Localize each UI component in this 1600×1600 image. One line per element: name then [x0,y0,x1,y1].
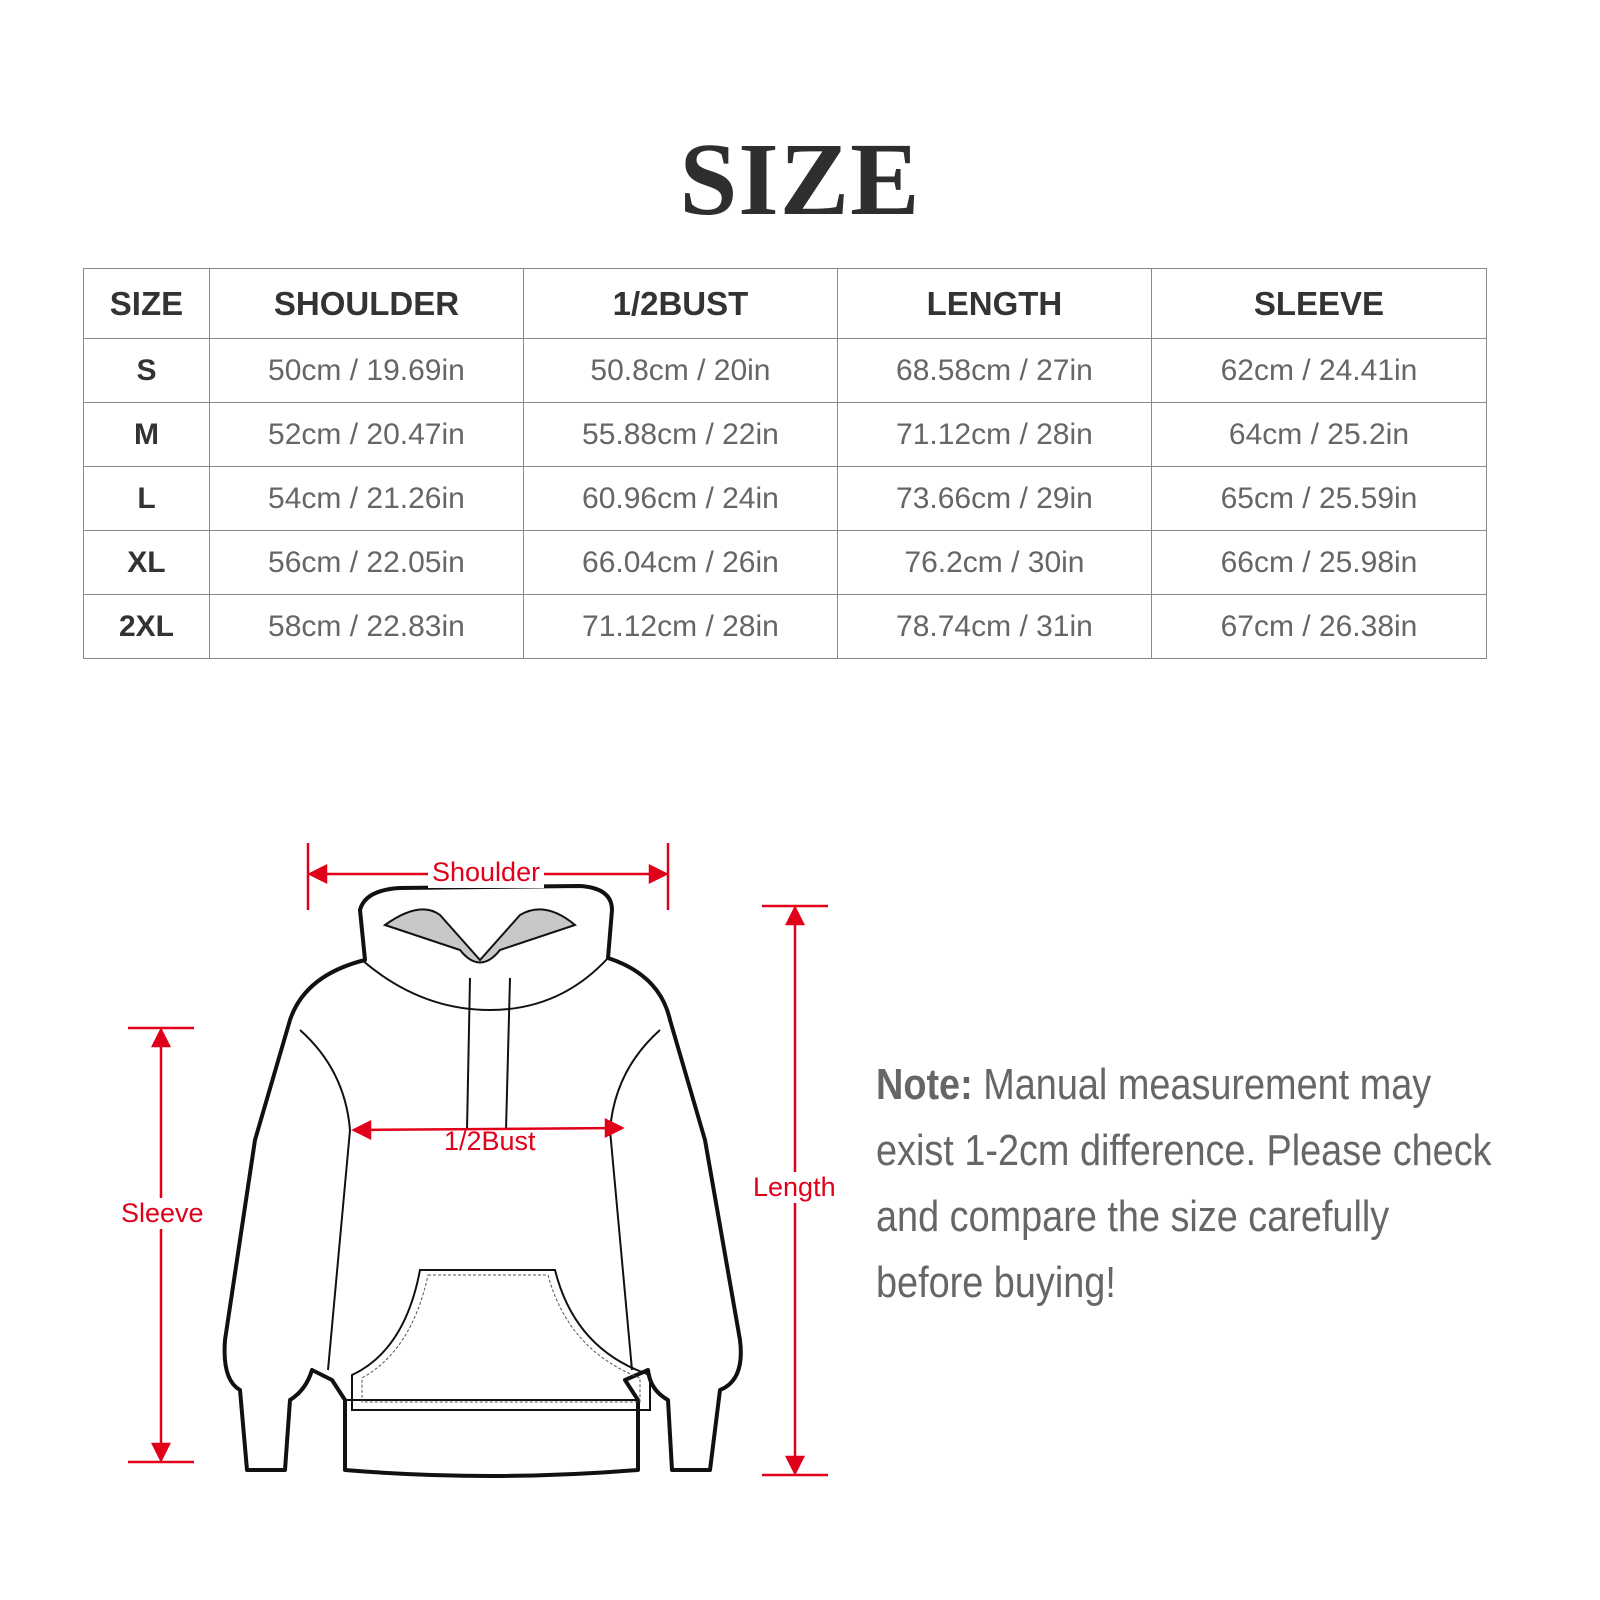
size-cell: L [83,466,210,531]
table-header-row: SIZE SHOULDER 1/2BUST LENGTH SLEEVE [83,268,1488,339]
measurement-cell: 54cm / 21.26in [208,466,524,531]
measurement-cell: 60.96cm / 24in [522,466,838,531]
measurement-cell: 50.8cm / 20in [522,338,838,403]
measurement-cell: 52cm / 20.47in [208,402,524,467]
header-bust: 1/2BUST [522,268,838,339]
size-cell: 2XL [83,594,210,659]
note-text: Note: Manual measurement may exist 1-2cm… [876,1052,1495,1316]
note-body: Manual measurement may exist 1-2cm diffe… [876,1060,1492,1307]
measurement-cell: 58cm / 22.83in [208,594,524,659]
header-size: SIZE [83,268,210,339]
hoodie-outline-icon [222,884,743,1478]
table-row: 2XL 58cm / 22.83in 71.12cm / 28in 78.74cm /… [83,594,1488,659]
measurement-cell: 56cm / 22.05in [208,530,524,595]
measurement-cell: 50cm / 19.69in [208,338,524,403]
measurement-cell: 66cm / 25.98in [1150,530,1488,595]
measurement-cell: 76.2cm / 30in [836,530,1152,595]
measurement-cell: 71.12cm / 28in [836,402,1152,467]
measurement-cell: 64cm / 25.2in [1150,402,1488,467]
measurement-cell: 67cm / 26.38in [1150,594,1488,659]
measurement-cell: 71.12cm / 28in [522,594,838,659]
table-row: M 52cm / 20.47in 55.88cm / 22in 71.12cm / 2… [83,402,1488,467]
measurement-cell: 78.74cm / 31in [836,594,1152,659]
page-title: SIZE [679,122,921,237]
header-length: LENGTH [836,268,1152,339]
measurement-cell: 73.66cm / 29in [836,466,1152,531]
length-label: Length [749,1172,840,1203]
measurement-cell: 66.04cm / 26in [522,530,838,595]
note-label: Note: [876,1060,973,1109]
shoulder-label: Shoulder [428,857,545,888]
header-sleeve: SLEEVE [1150,268,1488,339]
hood-lining [382,908,578,964]
size-cell: M [83,402,210,467]
size-table: SIZE SHOULDER 1/2BUST LENGTH SLEEVE S 50c… [83,268,1488,659]
sleeve-label: Sleeve [117,1198,208,1229]
pocket-stitching [361,1274,641,1403]
measurement-cell: 55.88cm / 22in [522,402,838,467]
measurement-cell: 62cm / 24.41in [1150,338,1488,403]
table-row: XL 56cm / 22.05in 66.04cm / 26in 76.2cm / 3… [83,530,1488,595]
measurement-cell: 65cm / 25.59in [1150,466,1488,531]
table-row: L 54cm / 21.26in 60.96cm / 24in 73.66cm / 2… [83,466,1488,531]
bust-label: 1/2Bust [444,1126,536,1156]
size-cell: S [83,338,210,403]
table-row: S 50cm / 19.69in 50.8cm / 20in 68.58cm / 27… [83,338,1488,403]
